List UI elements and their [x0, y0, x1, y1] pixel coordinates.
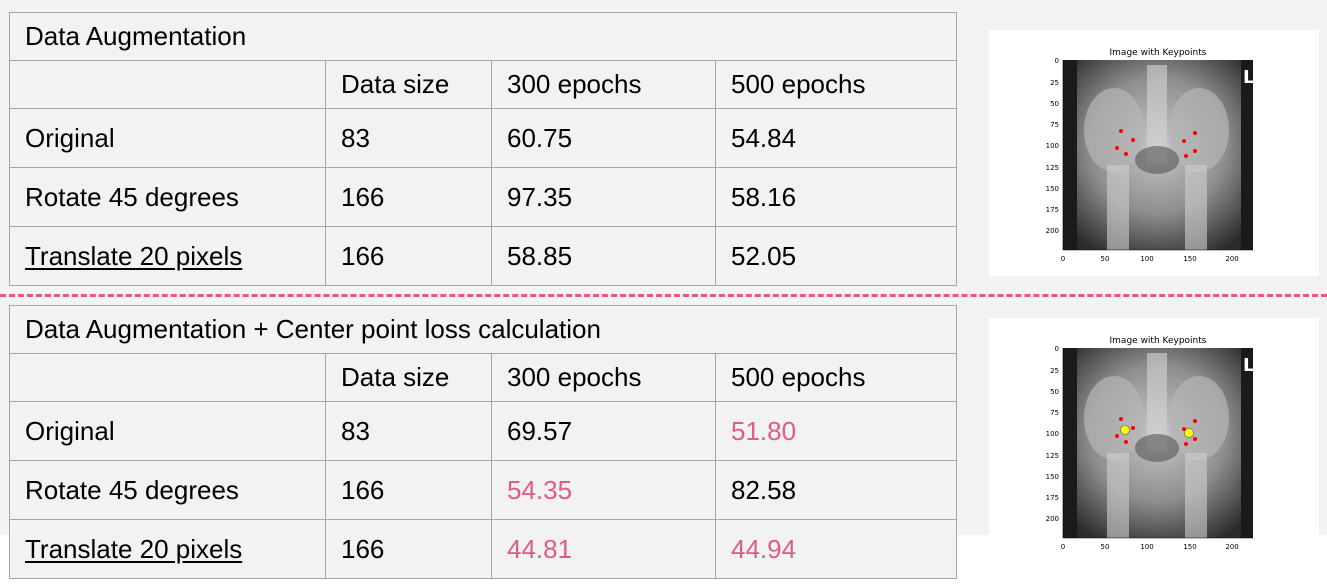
x-axis: 0 50 100 150 200 [1061, 249, 1253, 263]
y-tick-label: 100 [1046, 142, 1059, 150]
y-axis: 0 25 50 75 100 125 150 175 200 [1046, 57, 1064, 250]
data-size-cell: 83 [325, 108, 492, 168]
y-tick-label: 125 [1046, 164, 1059, 172]
x-axis: 0 50 100 150 200 [1061, 537, 1253, 551]
keypoints [1115, 129, 1197, 158]
epochs-500-cell: 82.58 [714, 460, 958, 520]
table-row: Translate 20 pixels 166 58.85 52.05 [9, 226, 958, 286]
row-label: Rotate 45 degrees [9, 460, 326, 520]
table-title: Data Augmentation + Center point loss ca… [8, 305, 958, 354]
y-tick-label: 200 [1046, 515, 1059, 523]
section-divider [0, 294, 1327, 297]
x-tick-label: 0 [1061, 255, 1065, 263]
y-axis: 0 25 50 75 100 125 150 175 200 [1046, 345, 1064, 538]
xray-image: L [1063, 60, 1254, 250]
epochs-500-cell: 52.05 [714, 226, 958, 286]
y-tick-label: 175 [1046, 494, 1059, 502]
data-size-cell: 166 [325, 519, 492, 579]
column-header-data-size: Data size [325, 353, 492, 402]
y-tick-label: 25 [1050, 367, 1059, 375]
keypoints [1115, 417, 1197, 446]
x-tick-label: 100 [1140, 543, 1153, 551]
row-label-text: Translate 20 pixels [25, 240, 243, 271]
x-tick-label: 150 [1183, 255, 1196, 263]
data-size-cell: 83 [325, 401, 492, 461]
table-title: Data Augmentation [8, 12, 958, 61]
x-tick-label: 50 [1101, 255, 1110, 263]
data-size-cell: 166 [325, 460, 492, 520]
table-row: Original 83 69.57 51.80 [9, 401, 958, 461]
center-point-loss-table: Data Augmentation + Center point loss ca… [8, 305, 958, 579]
column-header-300-epochs: 300 epochs [491, 353, 716, 402]
column-header-empty [9, 60, 326, 109]
y-tick-label: 50 [1050, 388, 1059, 396]
y-tick-label: 0 [1055, 57, 1059, 65]
y-tick-label: 75 [1050, 409, 1059, 417]
y-tick-label: 0 [1055, 345, 1059, 353]
y-tick-label: 200 [1046, 227, 1059, 235]
epochs-500-cell: 54.84 [714, 108, 958, 168]
figure-title: Image with Keypoints [1110, 336, 1207, 346]
y-tick-label: 125 [1046, 452, 1059, 460]
y-tick-label: 50 [1050, 100, 1059, 108]
y-tick-label: 100 [1046, 430, 1059, 438]
epochs-500-cell-highlighted: 44.94 [714, 519, 958, 579]
x-tick-label: 200 [1225, 543, 1238, 551]
epochs-300-cell-highlighted: 54.35 [491, 460, 716, 520]
epochs-500-cell-highlighted: 51.80 [714, 401, 958, 461]
table-row: Translate 20 pixels 166 44.81 44.94 [9, 519, 958, 579]
y-tick-label: 25 [1050, 79, 1059, 87]
center-point-left [1120, 425, 1130, 435]
table-row: Rotate 45 degrees 166 97.35 58.16 [9, 167, 958, 227]
column-header-500-epochs: 500 epochs [714, 353, 958, 402]
center-point-right [1184, 428, 1194, 438]
figure-title: Image with Keypoints [1110, 48, 1207, 58]
data-size-cell: 166 [325, 226, 492, 286]
epochs-300-cell: 69.57 [491, 401, 716, 461]
row-label-text: Translate 20 pixels [25, 533, 243, 564]
column-header-data-size: Data size [325, 60, 492, 109]
epochs-300-cell: 58.85 [491, 226, 716, 286]
x-tick-label: 100 [1140, 255, 1153, 263]
row-label: Rotate 45 degrees [9, 167, 326, 227]
y-tick-label: 150 [1046, 473, 1059, 481]
table-row: Original 83 60.75 54.84 [9, 108, 958, 168]
column-header-300-epochs: 300 epochs [491, 60, 716, 109]
row-label: Translate 20 pixels [9, 519, 326, 579]
y-tick-label: 75 [1050, 121, 1059, 129]
table-row: Rotate 45 degrees 166 54.35 82.58 [9, 460, 958, 520]
row-label: Original [9, 108, 326, 168]
x-tick-label: 200 [1225, 255, 1238, 263]
keypoints-figure-bottom: Image with Keypoints L [989, 318, 1319, 558]
image-letter: L [1243, 355, 1254, 376]
x-tick-label: 0 [1061, 543, 1065, 551]
x-tick-label: 50 [1101, 543, 1110, 551]
x-tick-label: 150 [1183, 543, 1196, 551]
data-size-cell: 166 [325, 167, 492, 227]
column-header-500-epochs: 500 epochs [714, 60, 958, 109]
image-letter: L [1243, 67, 1254, 88]
epochs-300-cell: 60.75 [491, 108, 716, 168]
column-header-empty [9, 353, 326, 402]
keypoints-figure-top: Image with Keypoints L 0 25 [989, 30, 1319, 276]
row-label: Original [9, 401, 326, 461]
epochs-300-cell: 97.35 [491, 167, 716, 227]
y-tick-label: 175 [1046, 206, 1059, 214]
epochs-300-cell-highlighted: 44.81 [491, 519, 716, 579]
y-tick-label: 150 [1046, 185, 1059, 193]
epochs-500-cell: 58.16 [714, 167, 958, 227]
data-augmentation-table: Data Augmentation Data size 300 epochs 5… [8, 12, 958, 286]
xray-image: L [1063, 348, 1254, 538]
row-label: Translate 20 pixels [9, 226, 326, 286]
